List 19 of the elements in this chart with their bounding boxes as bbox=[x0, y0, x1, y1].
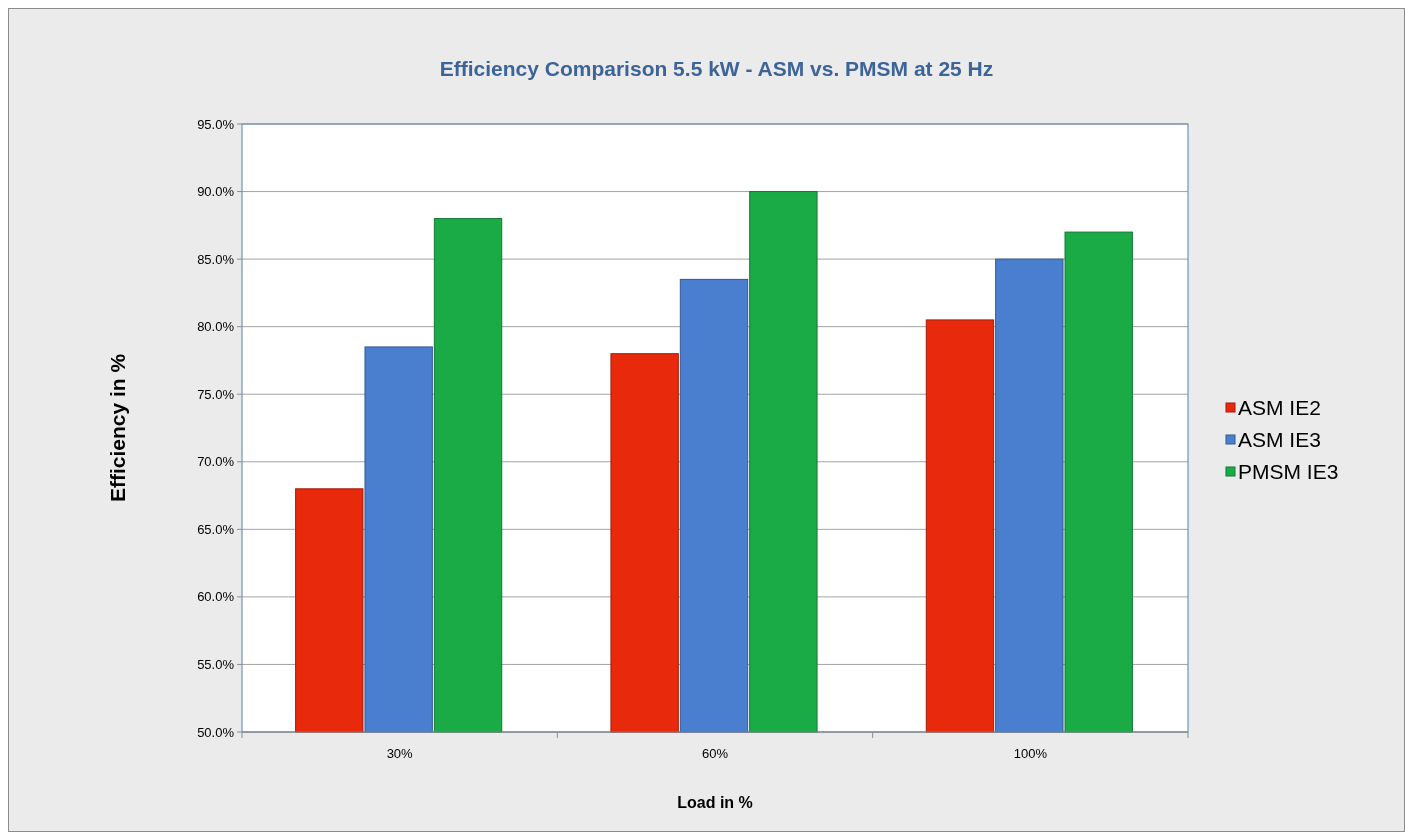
chart-title: Efficiency Comparison 5.5 kW - ASM vs. PMSM at 25 Hz bbox=[439, 57, 994, 80]
legend-label: PMSM IE3 bbox=[1238, 460, 1339, 484]
y-tick-label: 70.0% bbox=[197, 454, 235, 470]
y-tick-label: 50.0% bbox=[197, 724, 235, 740]
x-tick-label: 30% bbox=[386, 746, 414, 761]
x-tick-label: 100% bbox=[1013, 746, 1048, 761]
y-tick-label: 90.0% bbox=[197, 184, 235, 200]
y-tick-label: 55.0% bbox=[197, 656, 235, 672]
y-tick-label: 95.0% bbox=[197, 116, 235, 132]
y-tick-label: 80.0% bbox=[197, 319, 235, 335]
y-tick-label: 65.0% bbox=[197, 521, 235, 537]
legend-label: ASM IE2 bbox=[1238, 396, 1321, 420]
x-axis-title: Load in % bbox=[677, 794, 753, 811]
legend-label: ASM IE3 bbox=[1238, 428, 1321, 452]
x-tick-label: 60% bbox=[701, 746, 729, 761]
y-tick-label: 75.0% bbox=[197, 386, 235, 402]
y-axis-title: Efficiency in % bbox=[106, 353, 129, 503]
y-tick-label: 60.0% bbox=[197, 589, 235, 605]
y-tick-label: 85.0% bbox=[197, 251, 235, 267]
